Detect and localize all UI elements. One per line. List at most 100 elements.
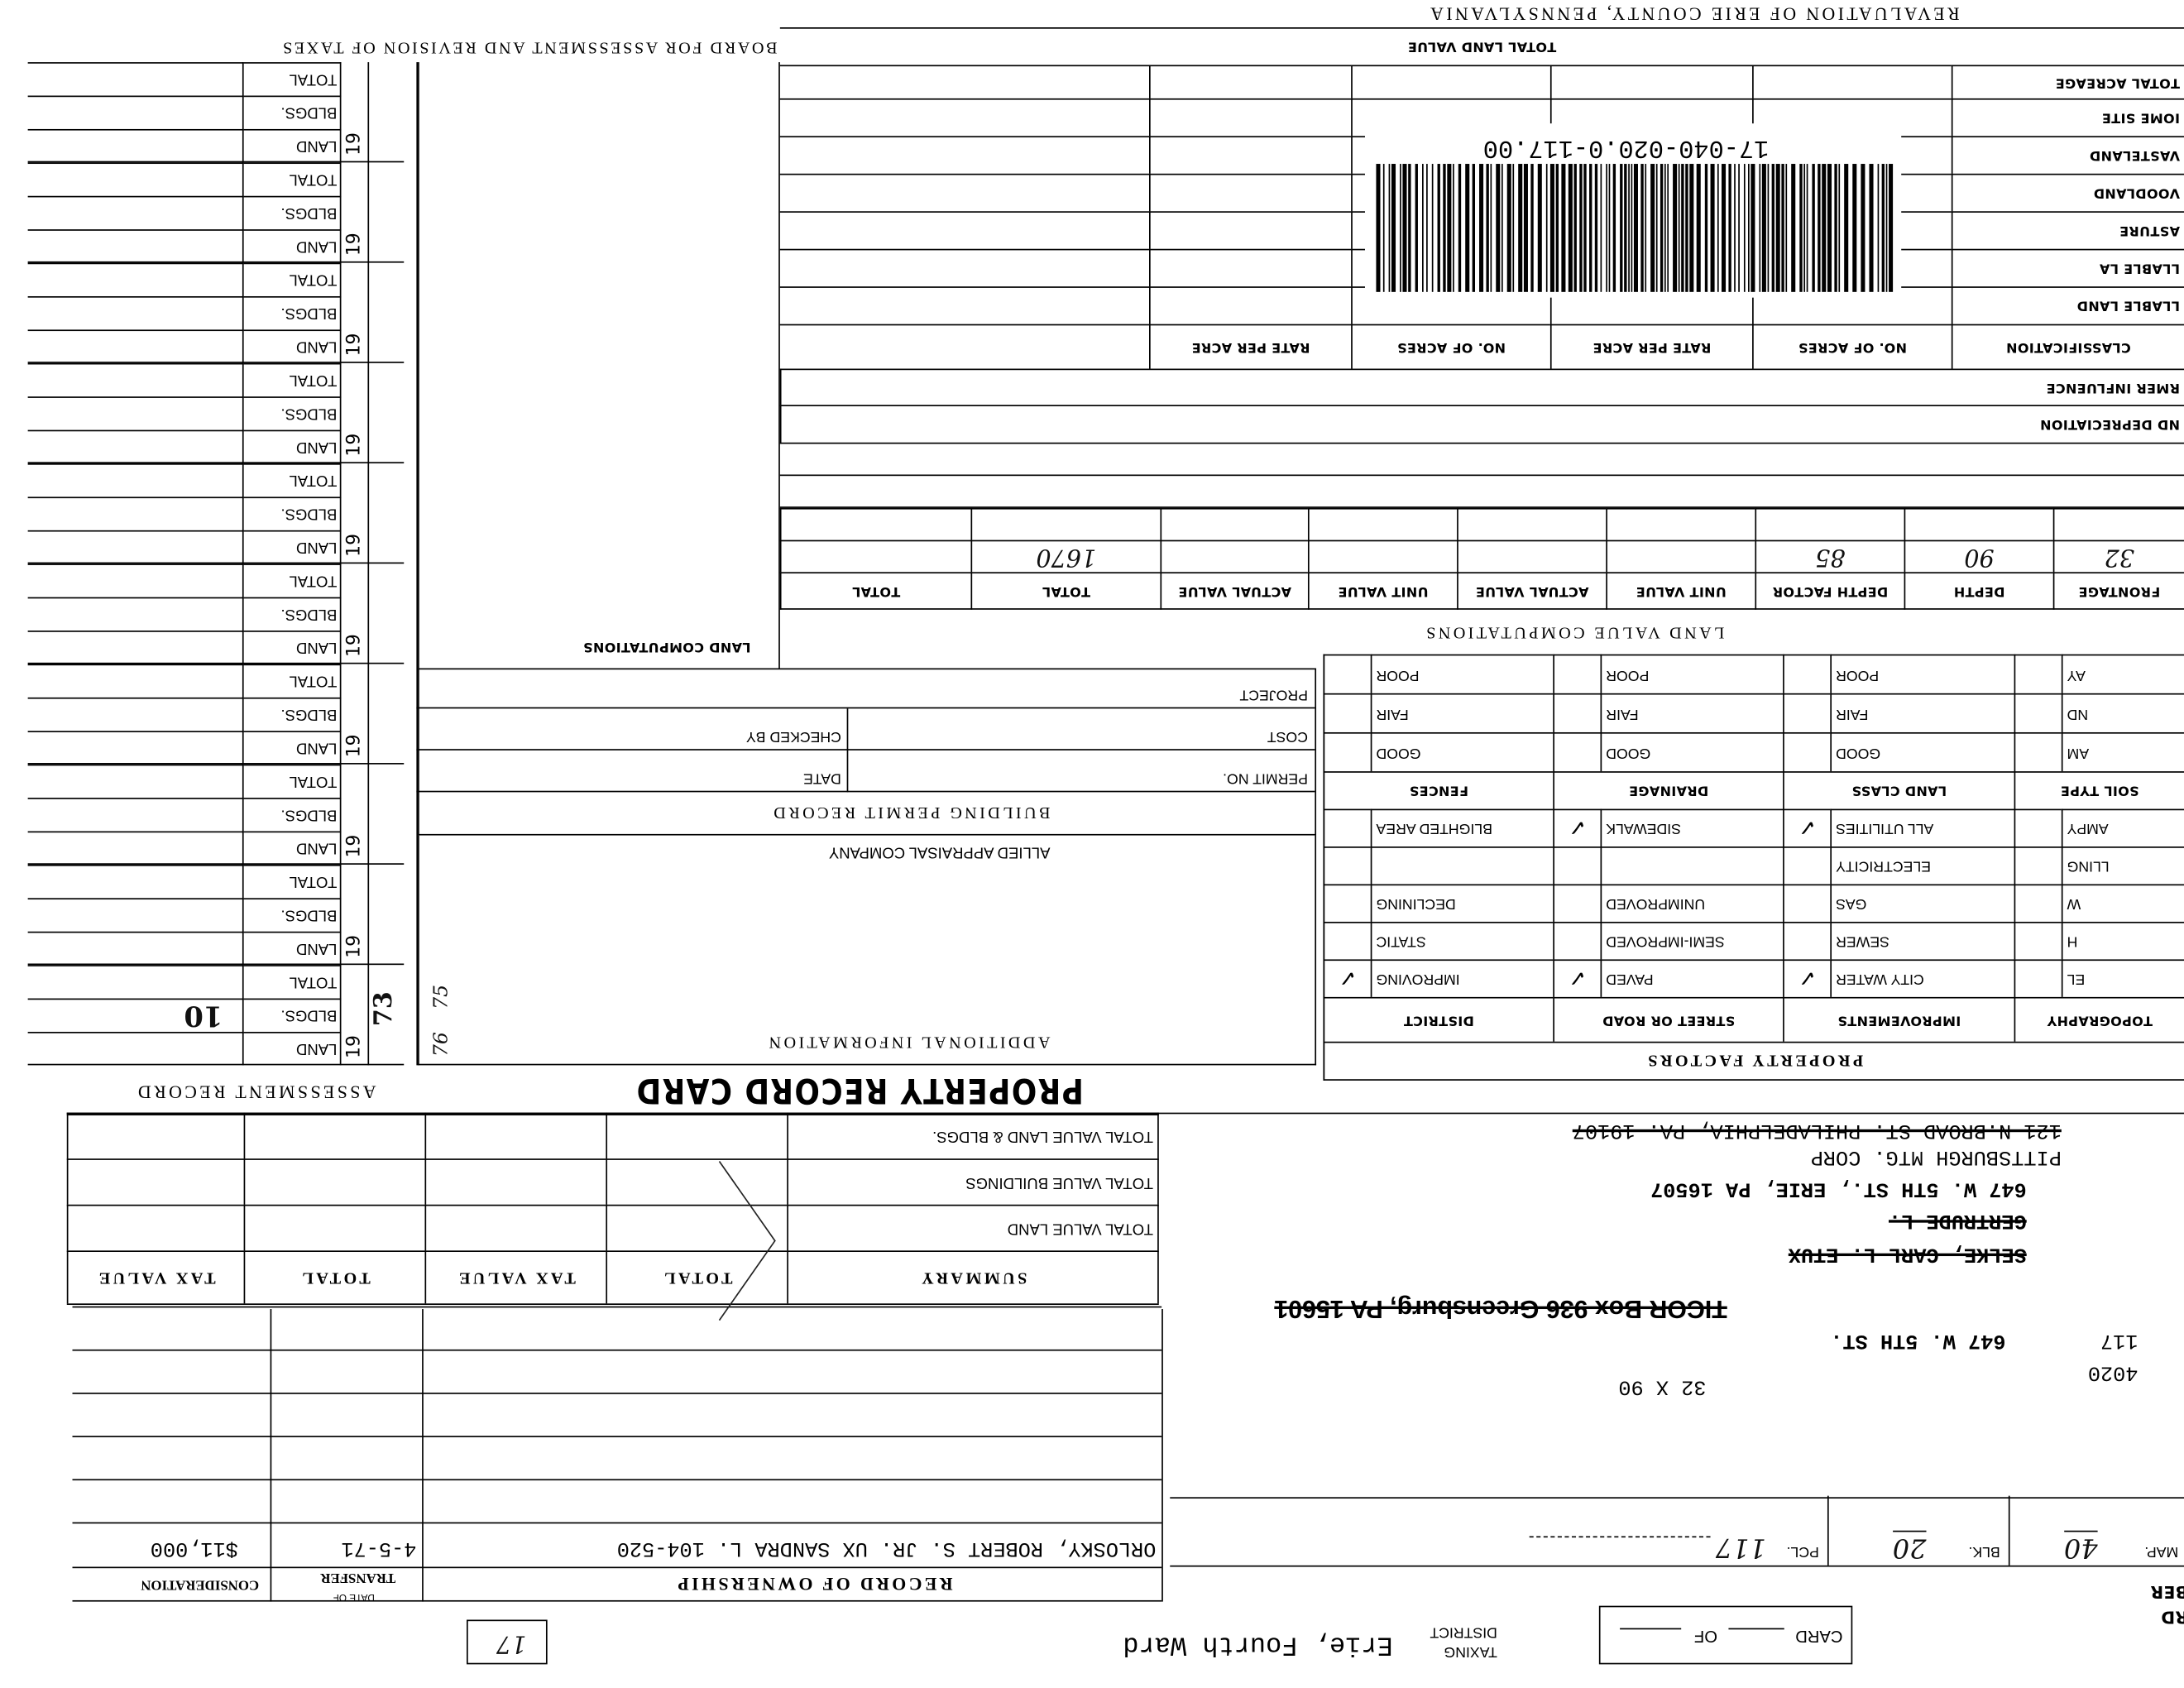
barcode-bar (1422, 164, 1424, 292)
factor-option: FAIR (1600, 693, 1784, 732)
assessment-row-label: BLDGS. (243, 496, 342, 530)
factor-option: H (2061, 921, 2184, 960)
barcode-bar (1822, 164, 1827, 292)
margin-note: 75 (430, 984, 453, 1009)
summary-cell (424, 1204, 606, 1251)
barcode-bar (1704, 164, 1708, 292)
assessment-row-label-text: TOTAL (289, 472, 338, 490)
assessment-year-prefix: 19 (343, 132, 366, 156)
assessment-year-prefix: 19 (343, 1035, 366, 1058)
barcode-bar (1728, 164, 1731, 292)
factor-option-label: UNIMPROVED (1606, 895, 1706, 914)
barcode-number: 17-040-020.0-117.00 (1482, 132, 1770, 161)
factor-checkbox[interactable] (2014, 921, 2062, 960)
factor-checkbox[interactable] (1323, 654, 1371, 693)
factor-checkbox[interactable] (1323, 693, 1371, 732)
total-acreage-label: TOTAL ACREAGE (2055, 74, 2180, 90)
factor-checkbox[interactable] (1323, 808, 1371, 847)
factor-checkbox[interactable]: ✓ (1323, 959, 1371, 997)
factor-checkbox[interactable] (2014, 846, 2062, 885)
checkmark-icon: ✓ (1338, 966, 1358, 992)
factor-checkbox[interactable] (1783, 846, 1831, 885)
factor-checkbox[interactable]: ✓ (1783, 808, 1831, 847)
factor-checkbox[interactable] (1553, 921, 1601, 960)
factor-checkbox[interactable] (1783, 731, 1831, 772)
factor-option: FAIR (1830, 693, 2014, 732)
lot-size: 32 X 90 (1618, 1374, 1707, 1398)
factor-checkbox[interactable] (2014, 959, 2062, 997)
classification-cell (779, 98, 1150, 137)
factor-option: PAVED (1600, 959, 1784, 997)
factor-option-label: FAIR (1376, 705, 1409, 723)
factor-checkbox[interactable] (1553, 693, 1601, 732)
factor-checkbox[interactable] (1783, 693, 1831, 732)
classification-cell (1149, 248, 1352, 287)
summary-cell (424, 1158, 606, 1205)
factor-option: AY (2061, 654, 2184, 693)
factor-option: GOOD (1370, 731, 1554, 772)
classification-cell (1149, 211, 1352, 249)
factor-option: EL (2061, 959, 2184, 997)
classification-header-label: NO. OF ACRES (1798, 339, 1907, 355)
barcode-bar (1799, 164, 1803, 292)
mortgage-company: PITTSBURGH MTG. CORP (1810, 1144, 2062, 1168)
factor-checkbox[interactable] (1783, 884, 1831, 922)
assessment-row-label: LAND (243, 329, 342, 363)
factor-checkbox[interactable] (2014, 654, 2062, 693)
land-value-header-label: TOTAL (851, 583, 901, 600)
assessment-row-label-text: BLDGS. (280, 706, 338, 724)
assessment-value-cell (27, 864, 244, 899)
barcode-bar (1408, 164, 1411, 292)
checkmark-icon: ✓ (1798, 966, 1817, 992)
factor-option-label: ALL UTILITIES (1836, 820, 1934, 838)
factor-checkbox[interactable] (1553, 654, 1601, 693)
land-value-entry: 85 (1815, 542, 1846, 571)
factor-checkbox[interactable]: ✓ (1553, 808, 1601, 847)
owner-name: ORLOSKY, ROBERT S. JR. UX SANDRA L. 104-… (616, 1536, 1157, 1561)
barcode-bar (1655, 164, 1658, 292)
factor-checkbox[interactable] (2014, 808, 2062, 847)
factor-checkbox[interactable]: ✓ (1783, 959, 1831, 997)
barcode-bar (1660, 164, 1664, 292)
factor-checkbox[interactable] (1553, 731, 1601, 772)
factor-option-label: GOOD (1376, 745, 1421, 762)
factor-checkbox[interactable] (1553, 846, 1601, 885)
factor-checkbox[interactable] (2014, 884, 2062, 922)
factor-checkbox[interactable] (1323, 846, 1371, 885)
assessment-value-cell (27, 95, 244, 129)
assessment-row-label-text: BLDGS. (280, 807, 338, 824)
factor-checkbox[interactable] (1783, 921, 1831, 960)
barcode-bar (1388, 164, 1391, 292)
factor-checkbox[interactable] (1323, 921, 1371, 960)
factor-checkbox[interactable] (2014, 731, 2062, 772)
land-value-cell (1307, 507, 1458, 540)
factor-checkbox[interactable] (1553, 884, 1601, 922)
classification-cell (779, 324, 1150, 369)
summary-row-label: TOTAL VALUE BUILDINGS (787, 1158, 1159, 1205)
margin-note: 76 (430, 1032, 453, 1057)
factor-option: ND (2061, 693, 2184, 732)
summary-row-label-text: TOTAL VALUE LAND & BLDGS. (932, 1128, 1154, 1145)
assessment-row-label: TOTAL (243, 463, 342, 497)
assessment-value-cell (27, 831, 244, 865)
factor-checkbox[interactable] (1783, 654, 1831, 693)
revaluation-title: REVALUATION OF ERIE COUNTY, PENNSYLVANIA (1427, 3, 1960, 25)
land-value-entry: 90 (1964, 542, 1995, 571)
summary-header-label: TOTAL (661, 1268, 733, 1288)
assessment-value-cell (27, 563, 244, 597)
barcode-bar (1589, 164, 1592, 292)
barcode-bar (1486, 164, 1489, 292)
barcode-bar (1530, 164, 1534, 292)
factor-checkbox[interactable] (1323, 884, 1371, 922)
assessment-row-label-text: TOTAL (289, 573, 338, 590)
land-value-header-label: UNIT VALUE (1338, 583, 1429, 600)
factor-header-label: TOPOGRAPHY (2047, 1012, 2153, 1028)
factor-checkbox[interactable]: ✓ (1553, 959, 1601, 997)
factor-checkbox[interactable] (2014, 693, 2062, 732)
factor-checkbox[interactable] (1323, 731, 1371, 772)
assessment-row-label-text: LAND (296, 439, 338, 456)
barcode-bar (1431, 164, 1434, 292)
land-value-header: FRONTAGE (2052, 572, 2184, 610)
factor-option-label: AMPY (2067, 820, 2109, 838)
classification-row-label: LLABLE LAND (1951, 286, 2184, 324)
